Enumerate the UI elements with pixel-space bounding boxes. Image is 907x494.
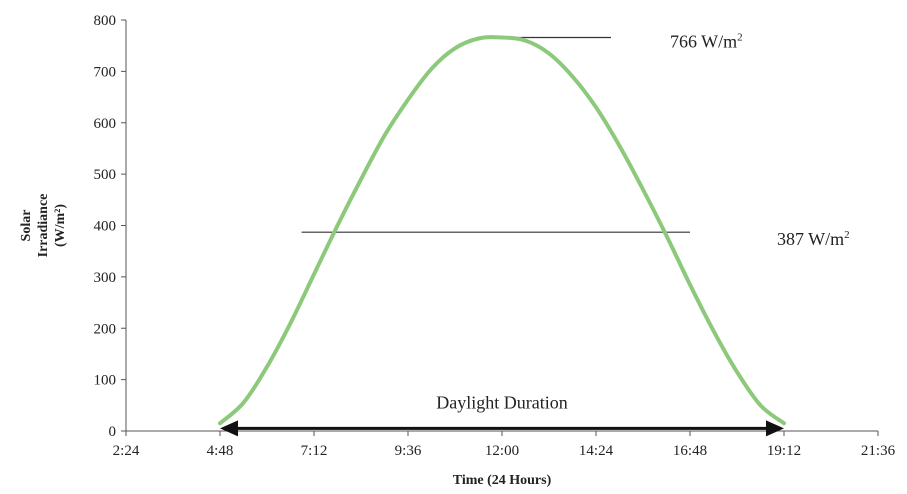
- x-tick-label: 14:24: [579, 443, 614, 459]
- y-tick-label: 700: [94, 64, 117, 80]
- x-tick-label: 12:00: [485, 443, 519, 459]
- y-axis-title-line: Irradiance: [36, 194, 51, 258]
- daylight-duration-label: Daylight Duration: [436, 392, 567, 412]
- x-axis-title: Time (24 Hours): [453, 473, 552, 488]
- x-tick-label: 4:48: [207, 443, 234, 459]
- y-axis-title-line: (W/m²): [53, 204, 68, 247]
- axes: [121, 19, 879, 436]
- y-tick-label: 600: [94, 116, 117, 132]
- y-tick-label: 100: [94, 373, 117, 389]
- reference-line-label: 387 W/m2: [777, 229, 850, 249]
- x-tick-label: 7:12: [301, 443, 328, 459]
- y-tick-label: 800: [94, 13, 117, 29]
- x-tick-label: 9:36: [395, 443, 422, 459]
- x-tick-label: 2:24: [113, 443, 140, 459]
- series-layer: [218, 35, 786, 426]
- x-tick-label: 19:12: [767, 443, 801, 459]
- y-tick-label: 400: [94, 219, 117, 235]
- y-axis-title-line: Solar: [19, 210, 34, 242]
- y-axis-title: Solar Irradiance (W/m²): [19, 194, 68, 258]
- y-tick-label: 200: [94, 321, 117, 337]
- y-tick-label: 300: [94, 270, 117, 286]
- axis-labels: 0 100 200 300 400 500 600 700 800 2:24 4:48 7:12 9:3…: [19, 13, 896, 488]
- arrow-head-left: [220, 420, 238, 437]
- reference-lines: 766 W/m2 387 W/m2: [301, 31, 850, 249]
- reference-line-label: 766 W/m2: [670, 31, 743, 51]
- y-tick-label: 0: [109, 424, 117, 440]
- x-tick-label: 16:48: [673, 443, 707, 459]
- arrow-head-right: [766, 420, 784, 437]
- x-tick-label: 21:36: [861, 443, 896, 459]
- daylight-annotation: Daylight Duration: [220, 392, 784, 437]
- y-tick-label: 500: [94, 167, 117, 183]
- irradiance-curve: [218, 35, 786, 426]
